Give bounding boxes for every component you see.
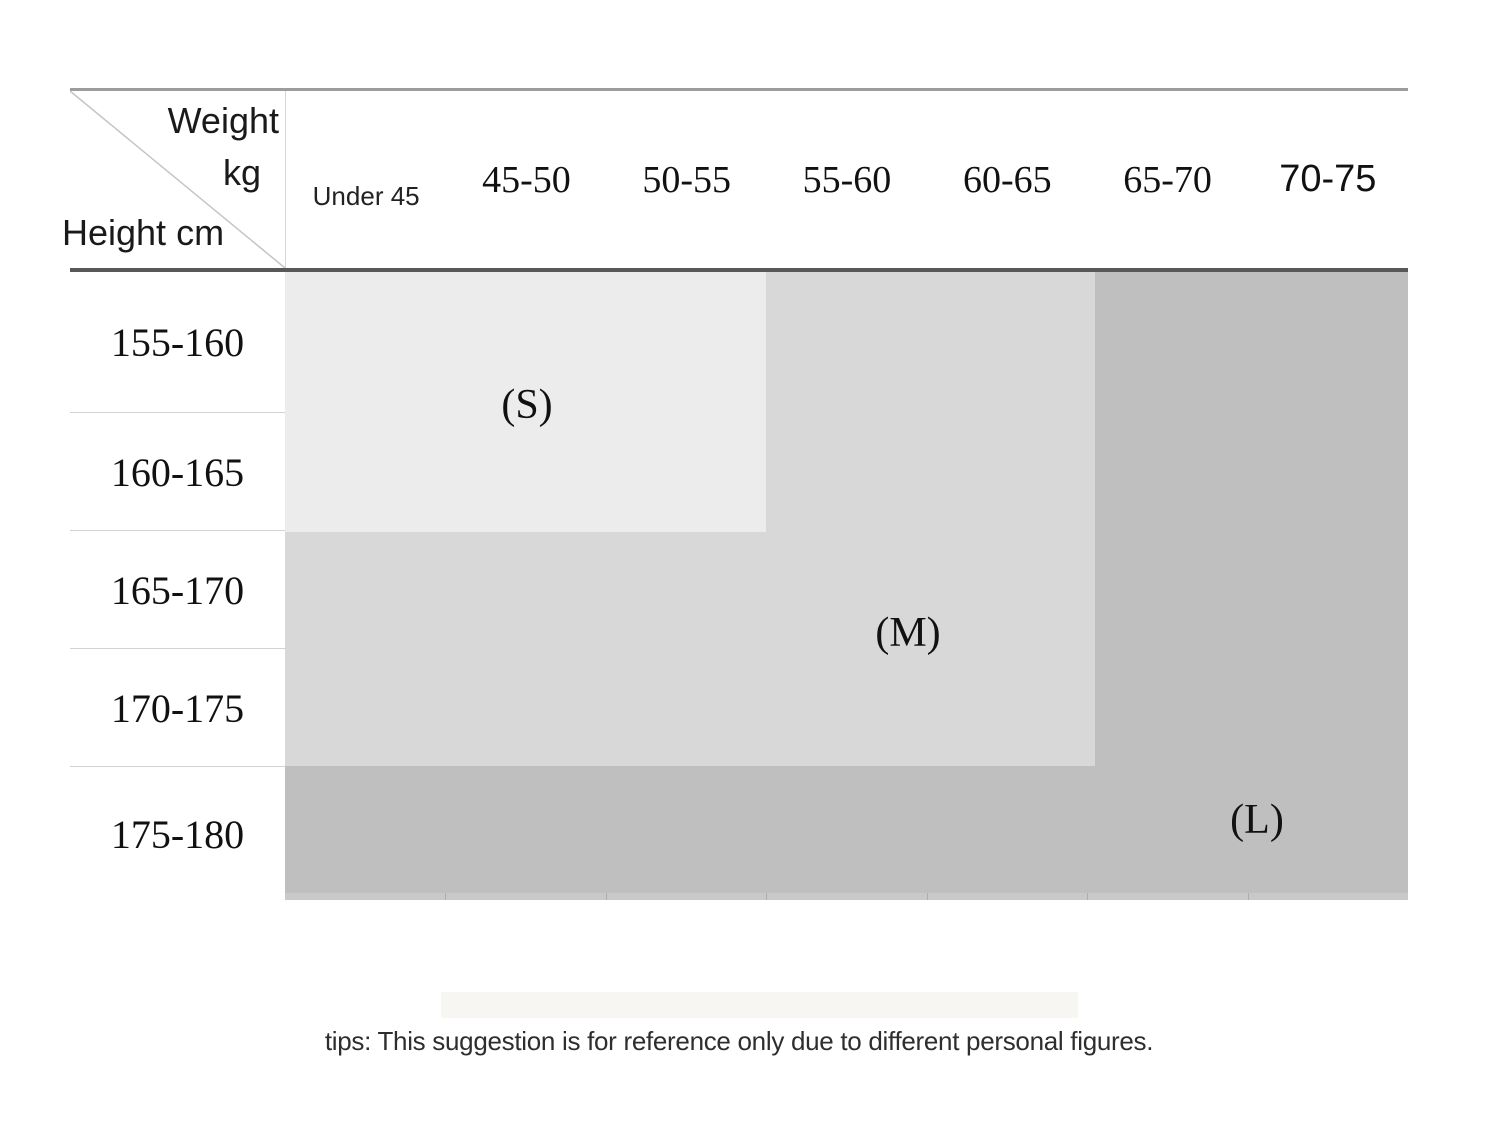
corner-right-divider (285, 91, 286, 268)
height-axis-label: Height cm (62, 212, 225, 253)
tip-highlight-band (441, 992, 1078, 1018)
size-label-l: (L) (1230, 797, 1284, 843)
weight-axis-unit: kg (222, 152, 261, 193)
row-header-175-180: 175-180 (70, 766, 285, 901)
axis-corner-cell: Weight kg Height cm (62, 91, 285, 268)
column-header-45-50: 45-50 (482, 158, 571, 201)
weight-axis-label: Weight (167, 100, 279, 141)
size-grid: (S) (M) (L) (285, 272, 1408, 900)
column-tick (606, 893, 607, 900)
column-tick (1087, 893, 1088, 900)
column-header-55-60: 55-60 (802, 158, 892, 201)
column-tick (1248, 893, 1249, 900)
grid-bottom-band (285, 893, 1408, 900)
column-tick (445, 893, 446, 900)
header-separator-line (70, 268, 1408, 272)
column-header-under-45: Under 45 (312, 181, 420, 211)
column-header-60-65: 60-65 (962, 158, 1052, 201)
diagonal-divider-line (70, 91, 285, 268)
size-region-s (285, 272, 766, 532)
row-header-160-165: 160-165 (70, 412, 285, 531)
size-label-s: (S) (501, 382, 553, 428)
row-header-155-160: 155-160 (110, 319, 245, 365)
table-top-border (70, 88, 1408, 91)
column-header-70-75: 70-75 (1279, 158, 1377, 200)
column-header-50-55: 50-55 (642, 158, 732, 201)
column-header-65-70: 65-70 (1123, 158, 1212, 201)
size-label-m: (M) (875, 610, 941, 656)
column-tick (766, 893, 767, 900)
row-header-165-170: 165-170 (70, 530, 285, 649)
weight-column-headers: Under 45 45-50 50-55 55-60 60-65 65-70 7… (286, 91, 1408, 268)
tip-text: tips: This suggestion is for reference o… (324, 1026, 1154, 1056)
column-tick (927, 893, 928, 900)
row-header-170-175: 170-175 (70, 648, 285, 767)
height-row-headers: 155-160 160-165 165-170 170-175 175-180 (70, 272, 285, 900)
